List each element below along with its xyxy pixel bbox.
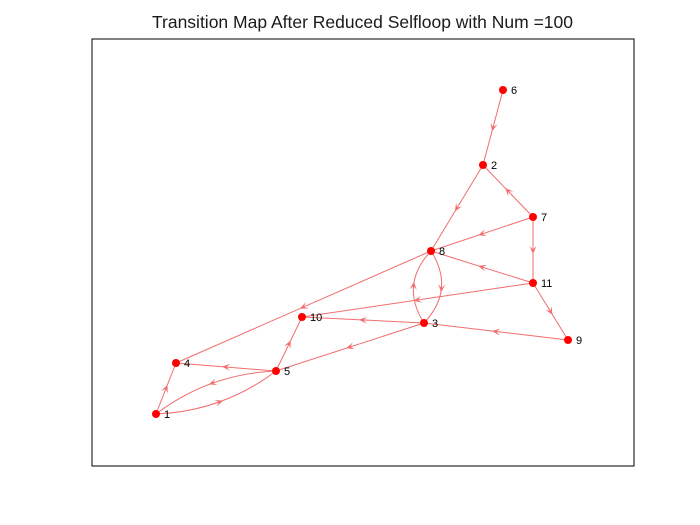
edge-7-to-2	[482, 164, 534, 218]
edge-arrowhead	[492, 328, 501, 336]
edge-arrowhead	[490, 122, 498, 132]
edge-arrowhead	[478, 264, 487, 272]
node-7: 7	[529, 212, 547, 224]
node-marker	[420, 319, 428, 327]
node-label: 11	[541, 278, 552, 290]
node-label: 1	[164, 409, 170, 421]
edges-layer	[155, 89, 569, 415]
node-marker	[529, 279, 537, 287]
edge-arrowhead	[478, 229, 487, 237]
edge-1-to-4	[155, 362, 177, 415]
node-4: 4	[172, 358, 190, 370]
edge-11-to-9	[532, 282, 569, 341]
edge-arrowhead	[346, 342, 355, 350]
edge-2-to-8	[430, 164, 484, 252]
edge-7-to-8	[430, 216, 534, 252]
edge-arrowhead	[284, 340, 291, 350]
edge-8-to-4	[175, 250, 432, 364]
edge-11-to-10	[301, 282, 534, 318]
node-9: 9	[564, 335, 582, 347]
edge-11-to-8	[430, 250, 534, 284]
node-label: 7	[541, 212, 547, 224]
edge-8-to-3	[423, 250, 446, 324]
edge-5-to-10	[275, 316, 303, 372]
edge-7-to-11	[529, 217, 537, 283]
node-marker	[479, 161, 487, 169]
edge-3-to-10	[301, 316, 425, 324]
node-2: 2	[479, 160, 497, 172]
edge-arrowhead	[409, 281, 417, 290]
edge-arrowhead	[413, 295, 422, 303]
node-10: 10	[298, 312, 322, 324]
node-6: 6	[499, 85, 517, 97]
node-3: 3	[420, 318, 438, 330]
edge-arrowhead	[359, 316, 368, 324]
edge-9-to-3	[423, 322, 569, 341]
node-label: 4	[184, 358, 190, 370]
node-marker	[272, 367, 280, 375]
edge-arrowhead	[454, 202, 463, 212]
edge-arrowhead	[505, 188, 514, 197]
node-marker	[529, 213, 537, 221]
edge-arrowhead	[222, 363, 231, 371]
edge-1-to-5	[155, 370, 277, 415]
edge-5-to-1	[155, 370, 277, 415]
node-label: 2	[491, 160, 497, 172]
node-label: 6	[511, 85, 517, 97]
node-marker	[427, 247, 435, 255]
node-marker	[152, 410, 160, 418]
edge-arrowhead	[208, 378, 218, 386]
edge-arrowhead	[545, 306, 553, 315]
edge-6-to-2	[482, 89, 504, 166]
edge-3-to-5	[275, 322, 425, 372]
node-1: 1	[152, 409, 170, 421]
node-marker	[564, 336, 572, 344]
edge-5-to-4	[175, 362, 277, 372]
edge-arrowhead	[529, 246, 537, 254]
node-11: 11	[529, 278, 552, 290]
edge-3-to-8	[409, 250, 432, 324]
axes-box	[91, 38, 635, 467]
node-label: 9	[576, 335, 582, 347]
node-marker	[298, 313, 306, 321]
figure-title: Transition Map After Reduced Selfloop wi…	[151, 12, 574, 32]
edge-arrowhead	[438, 284, 446, 293]
node-8: 8	[427, 246, 445, 258]
edge-arrowhead	[299, 302, 309, 309]
node-label: 8	[439, 246, 445, 258]
node-label: 10	[310, 312, 322, 324]
node-5: 5	[272, 366, 290, 378]
node-marker	[499, 86, 507, 94]
node-label: 3	[432, 318, 438, 330]
edge-arrowhead	[214, 399, 224, 407]
nodes-layer: 1 2 3 4 5 6 7 8 9 10 11	[152, 85, 582, 421]
node-marker	[172, 359, 180, 367]
edge-arrowhead	[161, 384, 168, 394]
node-label: 5	[284, 366, 290, 378]
